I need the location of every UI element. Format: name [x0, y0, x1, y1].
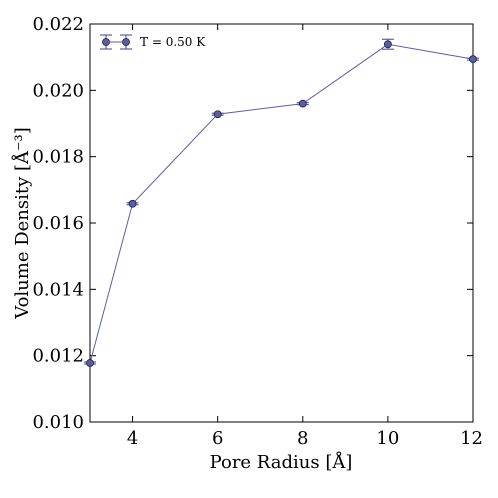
- y-tick-label: 0.016: [32, 213, 84, 234]
- series-line: [89, 43, 474, 364]
- x-axis-ticks: 4 6 8 10 12: [127, 24, 483, 449]
- data-point: [469, 55, 477, 64]
- data-point: [86, 359, 94, 367]
- y-tick-label: 0.022: [32, 14, 84, 35]
- x-tick-label: 12: [460, 428, 483, 449]
- y-tick-label: 0.012: [32, 346, 84, 367]
- x-tick-label: 10: [376, 428, 399, 449]
- x-axis-title: Pore Radius [Å]: [210, 451, 353, 473]
- plot-frame: [89, 23, 474, 423]
- y-axis-ticks: 0.010 0.012 0.014 0.016 0.018 0.020 0.022: [32, 14, 473, 433]
- x-tick-label: 4: [127, 428, 138, 449]
- y-tick-label: 0.018: [32, 147, 84, 168]
- y-tick-label: 0.010: [32, 412, 84, 433]
- data-point: [213, 110, 222, 119]
- x-tick-label: 8: [297, 428, 308, 449]
- legend-label: T = 0.50 K: [140, 35, 206, 49]
- data-point: [383, 40, 392, 49]
- x-tick-label: 6: [212, 428, 223, 449]
- y-tick-label: 0.014: [32, 279, 84, 300]
- legend-marker-right: [122, 38, 130, 46]
- legend: T = 0.50 K: [100, 34, 206, 50]
- data-point: [128, 199, 137, 208]
- y-tick-label: 0.020: [32, 80, 84, 101]
- series-layer: [84, 38, 479, 367]
- data-point: [298, 99, 307, 108]
- legend-marker-left: [102, 38, 110, 46]
- y-axis-title: Volume Density [Å⁻³]: [11, 127, 33, 320]
